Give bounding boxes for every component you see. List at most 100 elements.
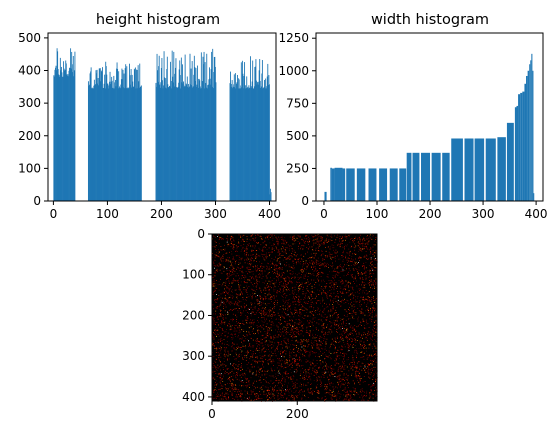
heatmap-pixel [235, 336, 236, 337]
heatmap-pixel [315, 302, 317, 303]
heatmap-pixel [295, 319, 297, 320]
heatmap-pixel [254, 240, 256, 242]
heatmap-pixel [294, 267, 295, 268]
heatmap-pixel [286, 285, 288, 287]
heatmap-pixel [372, 339, 373, 341]
heatmap-pixel [335, 255, 336, 257]
heatmap-pixel [272, 383, 273, 384]
heatmap-pixel [231, 333, 233, 335]
height-histogram-bar [66, 74, 68, 201]
heatmap-pixel [282, 378, 283, 379]
heatmap-pixel [262, 276, 264, 277]
heatmap-pixel [321, 371, 323, 373]
heatmap-pixel [276, 304, 278, 306]
heatmap-pixel [260, 237, 262, 239]
heatmap-pixel [305, 269, 307, 270]
heatmap-pixel [335, 252, 336, 254]
heatmap-pixel [373, 270, 375, 272]
heatmap-pixel [345, 382, 346, 384]
heatmap-pixel [369, 333, 370, 335]
heatmap-pixel [361, 335, 363, 337]
heatmap-pixel [329, 374, 330, 376]
heatmap-pixel [357, 318, 359, 320]
height-histogram-bar [63, 61, 65, 201]
heatmap-pixel [366, 246, 367, 247]
heatmap-pixel [356, 364, 358, 366]
heatmap-pixel [293, 332, 294, 333]
heatmap-pixel [229, 390, 231, 392]
heatmap-pixel [257, 331, 258, 332]
heatmap-pixel [214, 346, 215, 347]
heatmap-pixel [228, 344, 230, 346]
heatmap-pixel [259, 273, 260, 275]
height-histogram-bar [175, 58, 177, 201]
heatmap-pixel [354, 394, 356, 396]
heatmap-pixel [349, 241, 351, 243]
height-histogram-bar [111, 80, 113, 201]
heatmap-pixel [220, 385, 222, 387]
heatmap-pixel [261, 345, 263, 347]
heatmap-pixel [256, 252, 257, 254]
heatmap-pixel [221, 314, 223, 315]
heatmap-pixel [335, 312, 337, 314]
height-histogram-bar [89, 84, 90, 201]
heatmap-pixel [266, 313, 268, 315]
heatmap-pixel [274, 234, 275, 236]
heatmap-pixel [375, 320, 377, 322]
heatmap-pixel [308, 322, 310, 323]
heatmap-pixel [278, 343, 279, 345]
heatmap-pixel [284, 392, 286, 394]
heatmap-pixel [230, 261, 232, 263]
heatmap-pixel [236, 296, 238, 298]
heatmap-pixel [325, 343, 327, 345]
height-histogram-bar [210, 84, 211, 201]
heatmap-pixel [223, 270, 225, 272]
heatmap-pixel [254, 366, 255, 368]
heatmap-pixel [233, 240, 235, 242]
heatmap-pixel [311, 267, 312, 268]
heatmap-pixel [325, 266, 327, 267]
heatmap-pixel [333, 249, 334, 251]
heatmap-pixel [262, 335, 263, 337]
heatmap-pixel [373, 291, 375, 292]
heatmap-pixel [292, 273, 293, 275]
heatmap-pixel [344, 380, 345, 381]
height-histogram-bar [69, 67, 70, 201]
heatmap-pixel [330, 310, 332, 312]
heatmap-pixel [287, 310, 288, 312]
heatmap-pixel [291, 267, 293, 268]
heatmap-pixel [342, 379, 344, 380]
heatmap-pixel [246, 334, 247, 335]
heatmap-pixel [332, 373, 333, 375]
heatmap-pixel [232, 375, 234, 377]
heatmap-pixel [308, 340, 310, 342]
heatmap-pixel [272, 271, 273, 272]
heatmap-pixel [230, 242, 232, 244]
heatmap-pixel [351, 313, 353, 314]
heatmap-pixel [307, 303, 309, 304]
heatmap-pixel [325, 388, 326, 390]
heatmap-pixel [359, 256, 361, 258]
heatmap-pixel [369, 364, 370, 365]
heatmap-pixel [364, 267, 365, 269]
heatmap-pixel [324, 302, 325, 304]
heatmap-pixel [252, 373, 254, 375]
heatmap-pixel [257, 242, 259, 244]
heatmap-pixel [282, 355, 284, 357]
heatmap-pixel [291, 281, 293, 283]
heatmap-pixel [313, 315, 315, 316]
heatmap-pixel [212, 285, 214, 287]
heatmap-pixel [285, 277, 287, 279]
heatmap-pixel [223, 358, 225, 360]
heatmap-pixel [215, 342, 216, 343]
heatmap-pixel [352, 334, 354, 336]
heatmap-pixel [261, 253, 263, 255]
heatmap-pixel [291, 277, 292, 279]
heatmap-pixel [288, 247, 290, 249]
heatmap-pixel [305, 384, 307, 386]
heatmap-pixel [238, 389, 240, 391]
heatmap-pixel [358, 251, 359, 252]
heatmap-pixel [349, 255, 351, 256]
heatmap-pixel [232, 320, 234, 322]
